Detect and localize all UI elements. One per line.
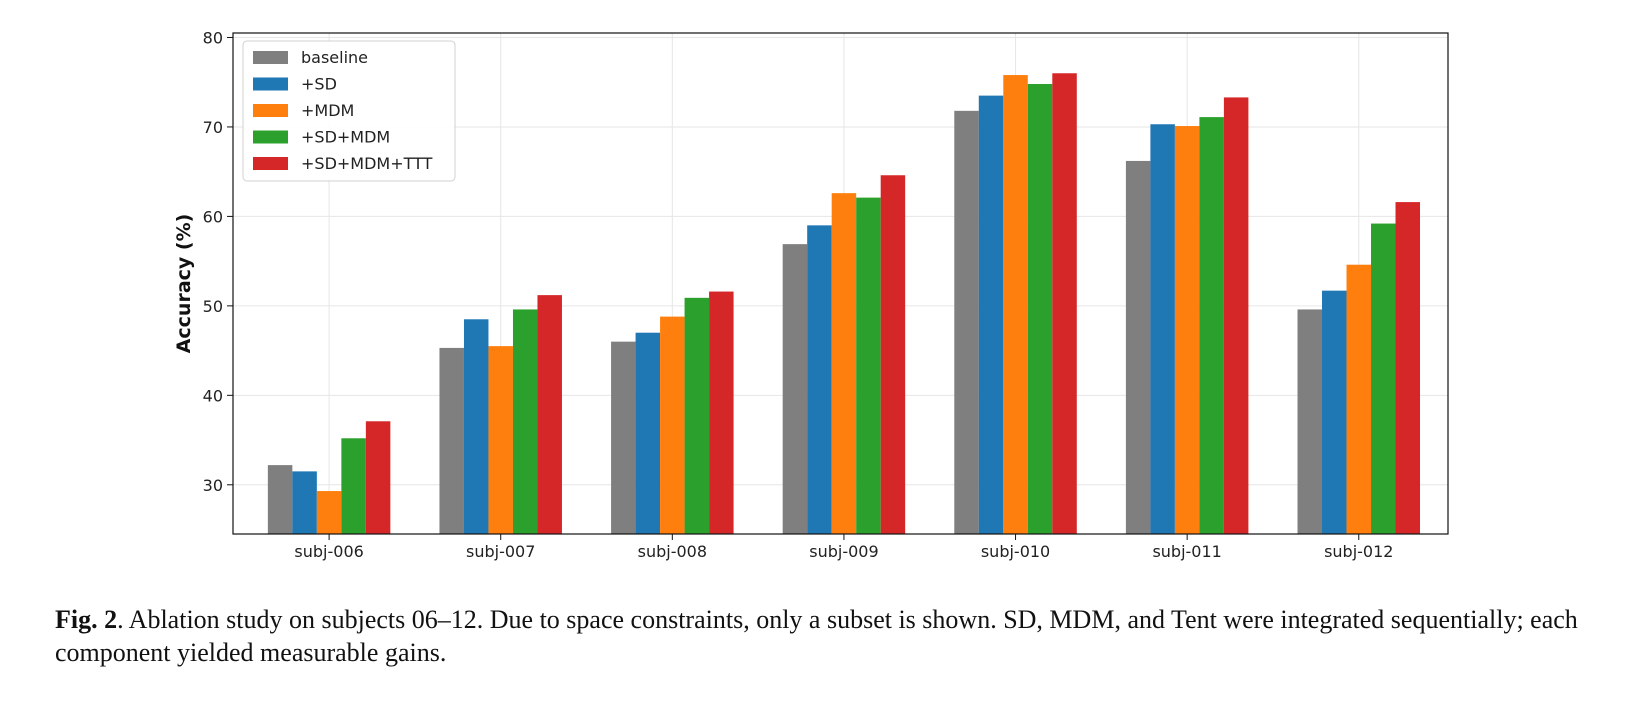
bar-plus-sdplus-mdm-subj-007 (512, 309, 538, 534)
legend-swatch (253, 77, 288, 91)
y-tick-label: 60 (203, 207, 223, 226)
bar-plus-sdplus-mdm-subj-012 (1371, 223, 1396, 534)
bar-plus-sdplus-mdm-subj-006 (341, 438, 366, 534)
y-tick-label: 50 (203, 297, 223, 316)
bar-plus-sdplus-mdm-subj-010 (1027, 83, 1053, 535)
legend-swatch (253, 51, 288, 64)
bar-baseline-subj-011 (1125, 160, 1151, 534)
legend-label: +SD+MDM+TTT (301, 154, 433, 173)
bar-plus-sdplus-mdm-subj-008 (684, 297, 710, 534)
bar-plus-sd-subj-006 (292, 471, 317, 534)
x-tick-label: subj-010 (981, 542, 1050, 561)
caption-text: . Ablation study on subjects 06–12. Due … (55, 605, 1578, 667)
bar-plus-sd-subj-007 (463, 319, 489, 534)
legend-label: +SD (301, 75, 337, 94)
bar-plus-mdm-subj-008 (660, 316, 685, 534)
bar-plus-sdplus-mdm-subj-011 (1199, 117, 1224, 534)
bar-baseline-subj-008 (611, 341, 636, 534)
bar-plus-mdm-subj-009 (831, 193, 857, 535)
y-axis-label: Accuracy (%) (173, 214, 195, 354)
bar-baseline-subj-009 (782, 244, 808, 534)
bar-plus-sdplus-mdmplus-ttt-subj-007 (537, 295, 562, 534)
x-tick-label: subj-011 (1152, 542, 1221, 561)
y-tick-label: 40 (203, 386, 223, 405)
bar-baseline-subj-006 (267, 465, 293, 534)
y-tick-label: 30 (203, 476, 223, 495)
bar-plus-sdplus-mdmplus-ttt-subj-011 (1223, 97, 1249, 535)
x-tick-label: subj-009 (809, 542, 878, 561)
bar-plus-sdplus-mdmplus-ttt-subj-012 (1395, 202, 1421, 534)
bar-plus-sd-subj-011 (1150, 124, 1175, 534)
bar-plus-sdplus-mdmplus-ttt-subj-010 (1052, 73, 1077, 535)
figure-label: Fig. 2 (55, 605, 118, 634)
bar-plus-sd-subj-012 (1322, 290, 1347, 534)
x-tick-label: subj-006 (294, 542, 363, 561)
bar-plus-sdplus-mdmplus-ttt-subj-009 (880, 175, 906, 534)
bars (267, 73, 1421, 535)
legend-swatch (253, 157, 288, 170)
bar-plus-sdplus-mdm-subj-009 (856, 197, 881, 534)
legend: baseline+SD+MDM+SD+MDM+SD+MDM+TTT (242, 40, 456, 182)
bar-baseline-subj-012 (1297, 309, 1323, 534)
x-tick-label: subj-012 (1324, 542, 1393, 561)
bar-plus-mdm-subj-012 (1346, 264, 1372, 534)
bar-plus-sd-subj-008 (635, 332, 661, 534)
y-tick-label: 80 (203, 28, 223, 47)
bar-plus-sdplus-mdmplus-ttt-subj-006 (365, 421, 391, 534)
y-axis: 30 40 50 60 70 80 (203, 28, 233, 495)
x-axis: subj-006 subj-007 subj-008 subj-009 subj-010… (294, 534, 1393, 561)
bar-plus-sdplus-mdmplus-ttt-subj-008 (709, 291, 734, 534)
legend-label: +MDM (301, 101, 354, 120)
legend-box (242, 40, 456, 182)
bar-plus-mdm-subj-007 (488, 346, 513, 534)
legend-label: baseline (301, 48, 368, 67)
y-tick-label: 70 (203, 118, 223, 137)
bar-plus-mdm-subj-006 (316, 491, 342, 534)
figure-caption: Fig. 2. Ablation study on subjects 06–12… (55, 603, 1595, 669)
bar-plus-sd-subj-010 (978, 95, 1004, 534)
legend-swatch (253, 130, 288, 144)
legend-label: +SD+MDM (301, 128, 390, 147)
bar-plus-mdm-subj-011 (1174, 126, 1200, 535)
x-tick-label: subj-007 (466, 542, 535, 561)
legend-swatch (253, 104, 288, 117)
axes-frame (232, 32, 1449, 535)
bar-plus-sd-subj-009 (807, 225, 832, 535)
bar-plus-mdm-subj-010 (1003, 75, 1028, 534)
x-tick-label: subj-008 (638, 542, 707, 561)
bar-baseline-subj-007 (439, 347, 464, 534)
bar-baseline-subj-010 (954, 110, 979, 535)
